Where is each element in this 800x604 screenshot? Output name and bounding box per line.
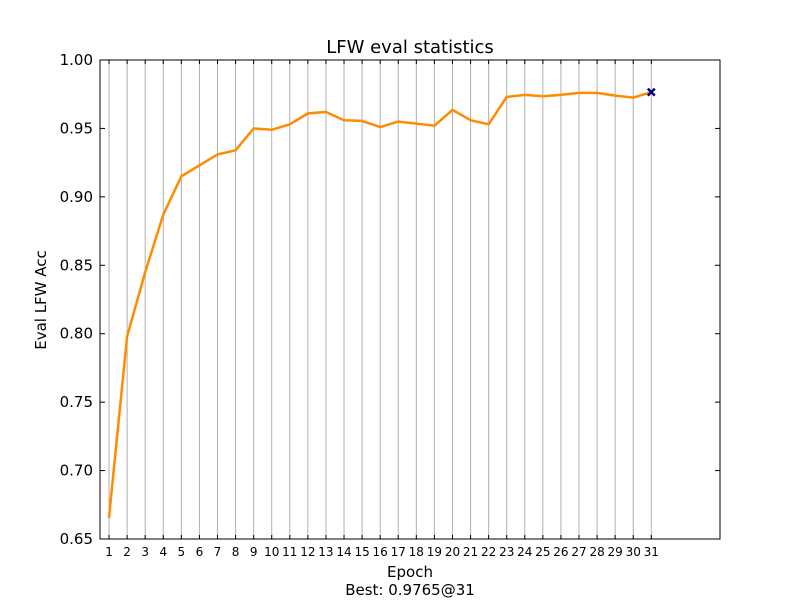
- y-tick-label: 0.85: [60, 256, 93, 274]
- x-tick-label: 31: [644, 545, 659, 559]
- x-tick-label: 16: [373, 545, 388, 559]
- x-tick-label: 15: [354, 545, 369, 559]
- y-tick-label: 0.90: [60, 188, 93, 206]
- x-tick-label: 8: [232, 545, 240, 559]
- x-tick-label: 29: [608, 545, 623, 559]
- y-axis-label: Eval LFW Acc: [32, 250, 50, 350]
- x-tick-label: 6: [196, 545, 204, 559]
- x-tick-label: 3: [141, 545, 149, 559]
- y-tick-label: 0.70: [60, 462, 93, 480]
- series-line: [107, 90, 653, 519]
- ticks: 1 2 3 4 5 6 7 8 9 10 11 12 13 14 15 16 17 18 19 20 21 22 23 24 2…: [60, 51, 720, 559]
- x-tick-label: 7: [214, 545, 222, 559]
- x-tick-label: 25: [535, 545, 550, 559]
- y-tick-label: 0.65: [60, 530, 93, 548]
- x-tick-label: 23: [499, 545, 514, 559]
- x-tick-label: 1: [105, 545, 113, 559]
- x-tick-label: 30: [626, 545, 641, 559]
- best-score-label: Best: 0.9765@31: [345, 581, 475, 599]
- x-tick-label: 9: [250, 545, 258, 559]
- x-tick-label: 18: [409, 545, 424, 559]
- grid-lines: [108, 60, 652, 539]
- x-tick-label: 11: [282, 545, 297, 559]
- x-tick-label: 12: [300, 545, 315, 559]
- chart-title: LFW eval statistics: [326, 37, 494, 58]
- x-tick-label: 4: [159, 545, 167, 559]
- x-tick-label: 28: [589, 545, 604, 559]
- series-layer: [107, 87, 656, 519]
- y-tick-label: 0.95: [60, 119, 93, 137]
- x-tick-label: 21: [463, 545, 478, 559]
- x-tick-label: 22: [481, 545, 496, 559]
- x-tick-label: 5: [178, 545, 186, 559]
- x-tick-label: 2: [123, 545, 131, 559]
- best-marker-stroke: [646, 87, 656, 97]
- x-tick-label: 14: [336, 545, 351, 559]
- best-marker: [646, 87, 656, 97]
- y-tick-label: 0.75: [60, 393, 93, 411]
- x-tick-label: 24: [517, 545, 532, 559]
- x-axis-label: Epoch: [387, 563, 433, 581]
- x-tick-label: 19: [427, 545, 442, 559]
- y-tick-label: 1.00: [60, 51, 93, 69]
- x-tick-label: 26: [553, 545, 568, 559]
- x-tick-label: 10: [264, 545, 279, 559]
- y-tick-label: 0.80: [60, 325, 93, 343]
- x-tick-label: 27: [571, 545, 586, 559]
- x-tick-label: 20: [445, 545, 460, 559]
- x-tick-label: 13: [318, 545, 333, 559]
- x-tick-label: 17: [391, 545, 406, 559]
- plot-frame: [99, 59, 721, 540]
